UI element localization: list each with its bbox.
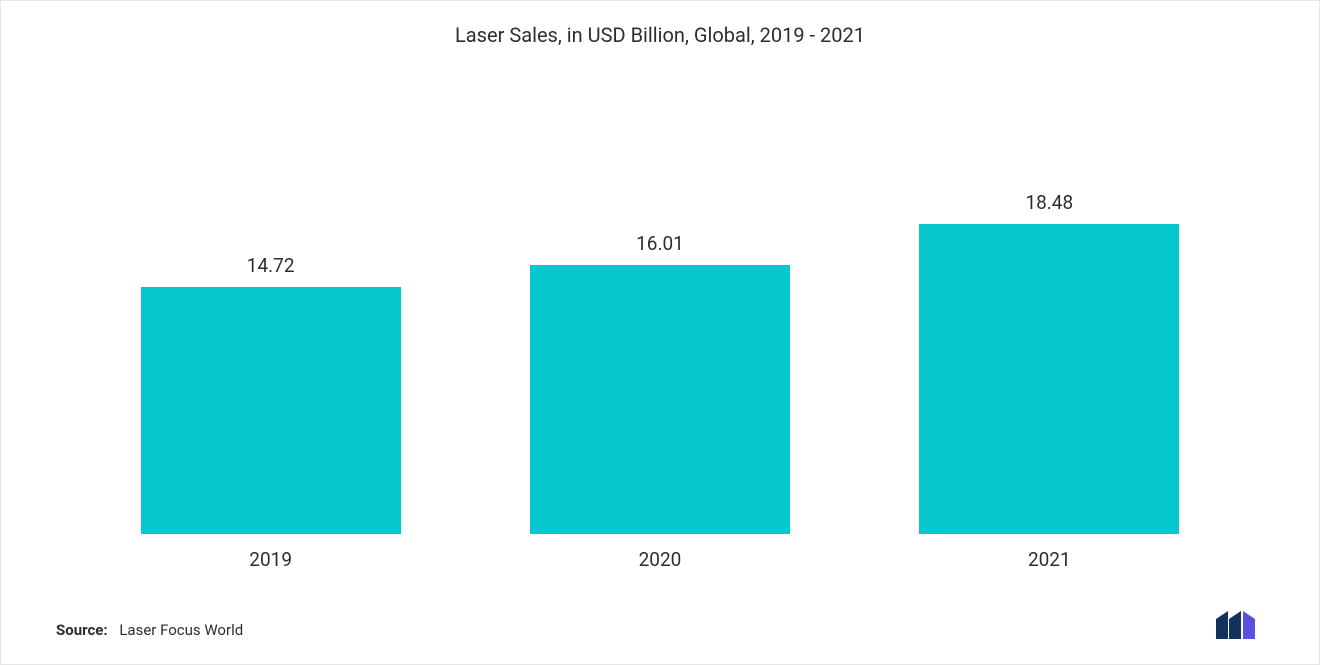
bar-value-label: 16.01	[636, 232, 684, 255]
bar	[141, 287, 401, 534]
bar-category-label: 2019	[249, 548, 292, 571]
chart-footer: Source: Laser Focus World	[56, 571, 1264, 644]
bar	[530, 265, 790, 534]
bar-value-label: 14.72	[247, 254, 295, 277]
bar-group-2: 18.48 2021	[919, 191, 1179, 571]
bar-group-1: 16.01 2020	[530, 232, 790, 571]
source-line: Source: Laser Focus World	[56, 621, 243, 639]
brand-logo-icon	[1216, 611, 1264, 639]
plot-area: 14.72 2019 16.01 2020 18.48 2021	[56, 57, 1264, 571]
bar	[919, 224, 1179, 534]
chart-title: Laser Sales, in USD Billion, Global, 201…	[56, 23, 1264, 47]
chart-container: Laser Sales, in USD Billion, Global, 201…	[1, 1, 1319, 664]
source-text: Laser Focus World	[119, 621, 243, 639]
source-label: Source:	[56, 621, 108, 639]
bar-category-label: 2021	[1028, 548, 1071, 571]
bar-value-label: 18.48	[1025, 191, 1073, 214]
bar-category-label: 2020	[639, 548, 682, 571]
bar-group-0: 14.72 2019	[141, 254, 401, 571]
